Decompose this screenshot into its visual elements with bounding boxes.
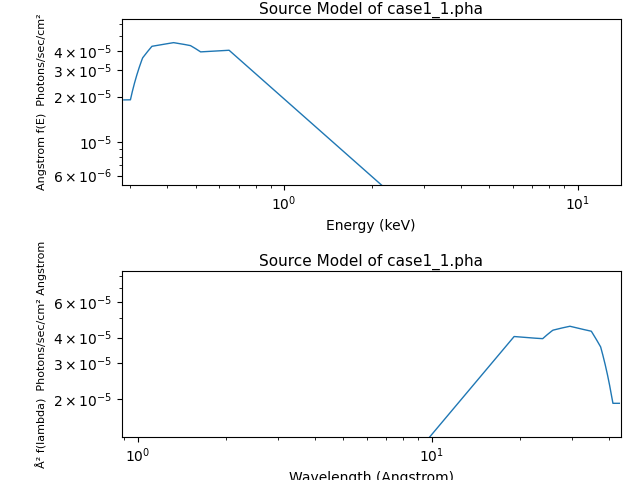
X-axis label: Energy (keV): Energy (keV) <box>326 219 416 233</box>
Title: Source Model of case1_1.pha: Source Model of case1_1.pha <box>259 253 483 270</box>
Y-axis label: Angstrom f(E)  Photons/sec/cm²: Angstrom f(E) Photons/sec/cm² <box>37 14 47 191</box>
Y-axis label: Å² f(lambda)  Photons/sec/cm² Angstrom: Å² f(lambda) Photons/sec/cm² Angstrom <box>35 240 47 468</box>
Title: Source Model of case1_1.pha: Source Model of case1_1.pha <box>259 1 483 18</box>
X-axis label: Wavelength (Angstrom): Wavelength (Angstrom) <box>289 471 454 480</box>
